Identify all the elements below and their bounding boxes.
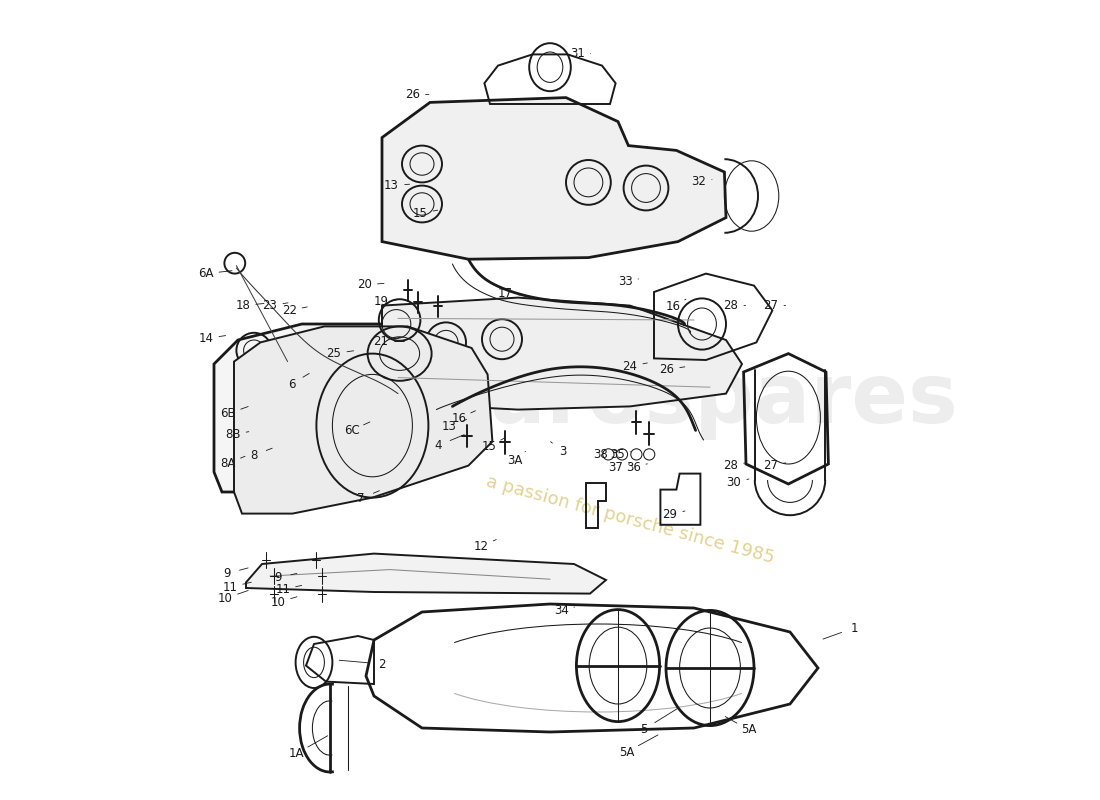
- Text: 6A: 6A: [198, 267, 213, 280]
- Text: 16: 16: [666, 300, 681, 313]
- Text: 30: 30: [727, 476, 741, 489]
- Text: 23: 23: [263, 299, 277, 312]
- Text: 24: 24: [623, 360, 638, 373]
- Text: 27: 27: [763, 459, 779, 472]
- Text: 17: 17: [497, 287, 513, 300]
- Text: 32: 32: [692, 175, 706, 188]
- Text: 8: 8: [251, 449, 257, 462]
- Text: 1: 1: [850, 622, 858, 634]
- Text: 3: 3: [559, 445, 566, 458]
- Text: eurospares: eurospares: [430, 359, 958, 441]
- Text: 20: 20: [358, 278, 372, 291]
- Text: 13: 13: [384, 179, 399, 192]
- Text: 5: 5: [640, 723, 647, 736]
- Text: 11: 11: [222, 581, 238, 594]
- Text: 38: 38: [593, 448, 608, 461]
- Polygon shape: [382, 98, 726, 259]
- Polygon shape: [214, 324, 486, 492]
- Text: 33: 33: [618, 275, 632, 288]
- Text: 2: 2: [378, 658, 386, 670]
- Text: 11: 11: [275, 583, 290, 596]
- Text: 19: 19: [374, 295, 388, 308]
- Polygon shape: [234, 326, 493, 514]
- Text: 3A: 3A: [507, 454, 522, 466]
- Text: 27: 27: [763, 299, 779, 312]
- Text: 1A: 1A: [288, 747, 304, 760]
- Text: 9: 9: [274, 571, 282, 584]
- Text: 12: 12: [474, 540, 488, 553]
- Text: 29: 29: [662, 508, 678, 521]
- Text: 15: 15: [412, 207, 428, 220]
- Text: 34: 34: [553, 604, 569, 617]
- Polygon shape: [246, 554, 606, 594]
- Text: 28: 28: [724, 299, 738, 312]
- Text: 10: 10: [271, 596, 285, 609]
- Text: 15: 15: [482, 440, 496, 453]
- Text: a passion for porsche since 1985: a passion for porsche since 1985: [484, 473, 777, 567]
- Text: 16: 16: [451, 412, 466, 425]
- Text: 36: 36: [626, 461, 640, 474]
- Text: 14: 14: [198, 332, 213, 345]
- Text: 25: 25: [327, 347, 341, 360]
- Text: 6: 6: [288, 378, 295, 390]
- Text: 22: 22: [282, 304, 297, 317]
- Text: 6B: 6B: [221, 407, 236, 420]
- Text: 5A: 5A: [619, 746, 635, 758]
- Text: 21: 21: [373, 335, 388, 348]
- Text: 7: 7: [358, 492, 365, 505]
- Text: 8A: 8A: [221, 457, 236, 470]
- Text: 26: 26: [659, 363, 674, 376]
- Polygon shape: [382, 298, 742, 410]
- Text: 28: 28: [724, 459, 738, 472]
- Text: 13: 13: [442, 420, 456, 433]
- Text: 5A: 5A: [740, 723, 756, 736]
- Text: 37: 37: [608, 461, 623, 474]
- Text: 31: 31: [570, 47, 584, 60]
- Text: 18: 18: [235, 299, 250, 312]
- Text: 9: 9: [223, 567, 231, 580]
- Text: 6C: 6C: [343, 424, 360, 437]
- Text: 10: 10: [218, 592, 232, 605]
- Text: 26: 26: [405, 88, 420, 101]
- Text: 35: 35: [609, 448, 625, 461]
- Text: 4: 4: [434, 439, 442, 452]
- Text: 8B: 8B: [226, 428, 241, 441]
